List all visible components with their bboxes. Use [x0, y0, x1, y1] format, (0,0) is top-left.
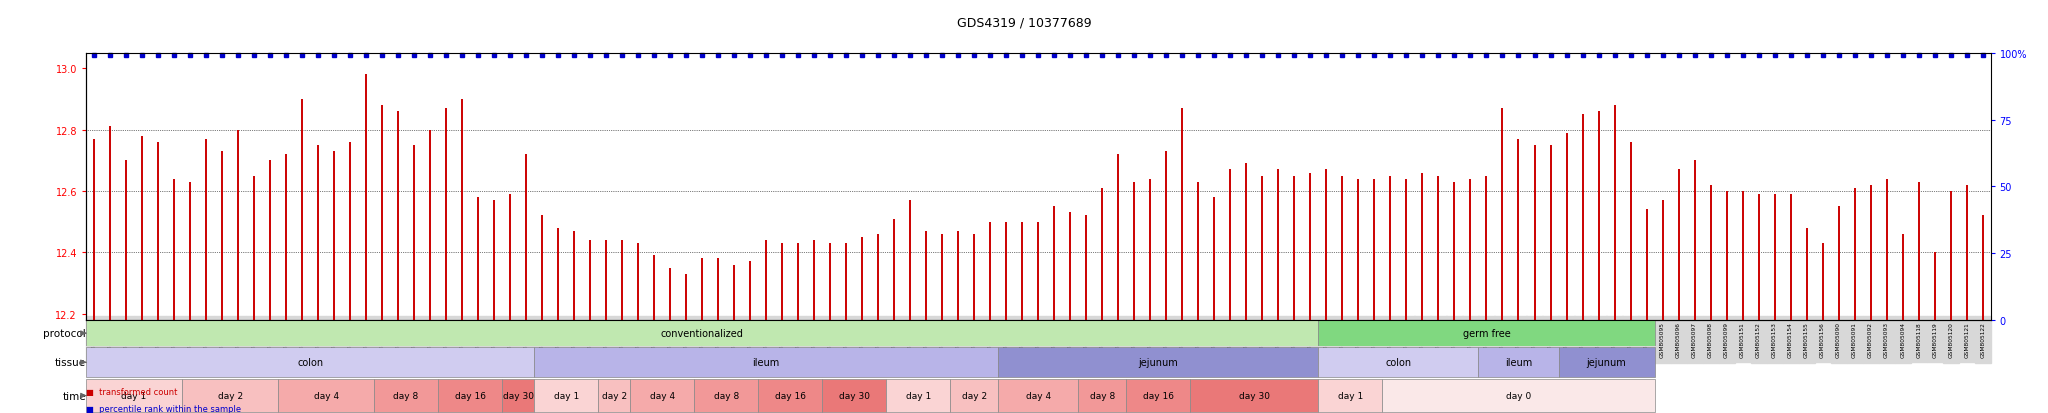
- Text: day 4: day 4: [313, 391, 338, 400]
- Bar: [1319, 379, 1382, 412]
- Bar: [502, 379, 535, 412]
- Bar: [279, 379, 375, 412]
- Text: day 16: day 16: [455, 391, 485, 400]
- Text: tissue: tissue: [55, 357, 86, 368]
- Bar: [1382, 379, 1655, 412]
- Bar: [997, 379, 1079, 412]
- Bar: [821, 379, 887, 412]
- Text: day 8: day 8: [1090, 391, 1114, 400]
- Text: day 16: day 16: [774, 391, 805, 400]
- Text: jejunum: jejunum: [1139, 357, 1178, 368]
- Text: day 1: day 1: [553, 391, 580, 400]
- Text: ■  percentile rank within the sample: ■ percentile rank within the sample: [86, 404, 242, 413]
- Bar: [1319, 320, 1655, 346]
- Bar: [1479, 347, 1559, 377]
- Text: day 30: day 30: [1239, 391, 1270, 400]
- Bar: [535, 347, 997, 377]
- Text: colon: colon: [1384, 357, 1411, 368]
- Text: day 2: day 2: [217, 391, 242, 400]
- Text: day 16: day 16: [1143, 391, 1174, 400]
- Text: day 8: day 8: [713, 391, 739, 400]
- Bar: [694, 379, 758, 412]
- Text: ■  transformed count: ■ transformed count: [86, 387, 178, 396]
- Text: day 2: day 2: [602, 391, 627, 400]
- Text: ileum: ileum: [1505, 357, 1532, 368]
- Bar: [1126, 379, 1190, 412]
- Bar: [438, 379, 502, 412]
- Bar: [758, 379, 821, 412]
- Text: day 1: day 1: [905, 391, 932, 400]
- Bar: [598, 379, 631, 412]
- Bar: [86, 320, 1319, 346]
- Bar: [950, 379, 997, 412]
- Bar: [86, 379, 182, 412]
- Bar: [182, 379, 279, 412]
- Bar: [1559, 347, 1655, 377]
- Text: day 0: day 0: [1505, 391, 1532, 400]
- Text: day 2: day 2: [963, 391, 987, 400]
- Text: day 30: day 30: [502, 391, 535, 400]
- Text: jejunum: jejunum: [1587, 357, 1626, 368]
- Text: protocol: protocol: [43, 328, 86, 338]
- Text: GDS4319 / 10377689: GDS4319 / 10377689: [956, 17, 1092, 29]
- Text: day 1: day 1: [1337, 391, 1364, 400]
- Text: day 4: day 4: [1026, 391, 1051, 400]
- Text: colon: colon: [297, 357, 324, 368]
- Bar: [1319, 347, 1479, 377]
- Bar: [1079, 379, 1126, 412]
- Bar: [631, 379, 694, 412]
- Bar: [375, 379, 438, 412]
- Bar: [86, 347, 535, 377]
- Text: day 8: day 8: [393, 391, 418, 400]
- Text: germ free: germ free: [1462, 328, 1509, 338]
- Bar: [535, 379, 598, 412]
- Text: conventionalized: conventionalized: [662, 328, 743, 338]
- Text: ileum: ileum: [752, 357, 780, 368]
- Text: time: time: [61, 391, 86, 401]
- Bar: [997, 347, 1319, 377]
- Text: day 30: day 30: [840, 391, 870, 400]
- Bar: [887, 379, 950, 412]
- Bar: [1190, 379, 1319, 412]
- Text: day 1: day 1: [121, 391, 147, 400]
- Text: day 4: day 4: [649, 391, 674, 400]
